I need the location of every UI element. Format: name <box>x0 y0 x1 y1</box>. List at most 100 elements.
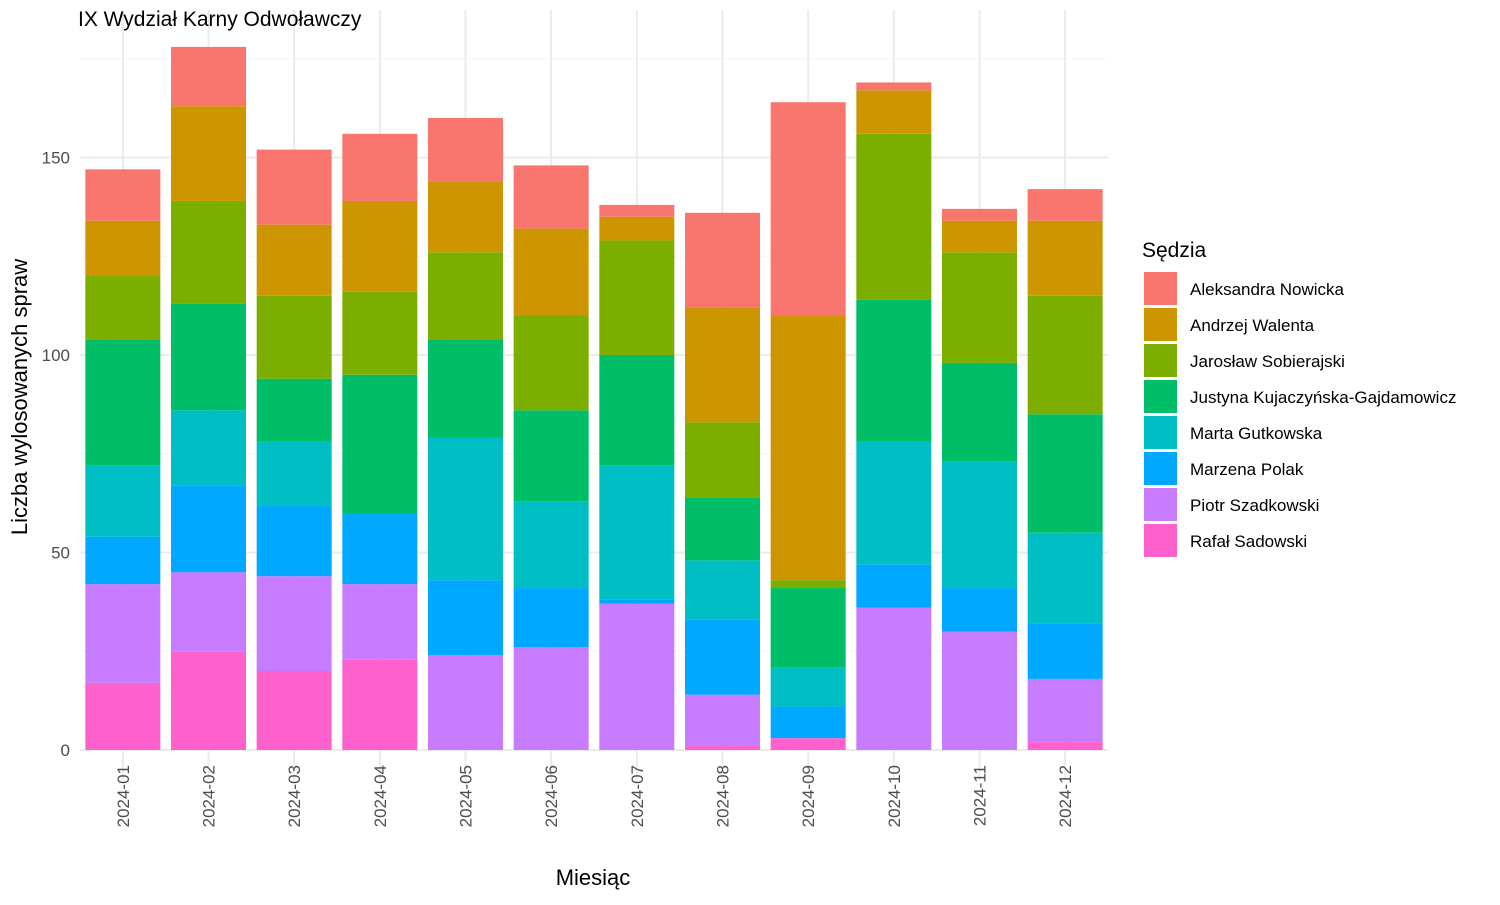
bar-segment <box>856 90 932 134</box>
bar-segment <box>1027 742 1103 750</box>
bar-segment <box>256 441 332 506</box>
x-tick-label: 2024-03 <box>285 765 304 827</box>
legend-swatch <box>1144 524 1177 557</box>
bar-segment <box>685 619 760 695</box>
bar-segment <box>428 339 503 438</box>
bar-segment <box>1027 623 1103 679</box>
bar-segment <box>171 200 246 304</box>
bar-segment <box>1027 414 1103 533</box>
bar-segment <box>85 584 161 683</box>
bar-segment <box>171 485 246 573</box>
x-tick-label: 2024-05 <box>457 765 476 827</box>
bar-segment <box>513 501 589 589</box>
bar-segment <box>513 410 589 502</box>
bar-segment <box>1027 295 1103 415</box>
legend-label: Jarosław Sobierajski <box>1190 352 1345 371</box>
bar-segment <box>428 580 503 656</box>
legend-label: Andrzej Walenta <box>1190 316 1315 335</box>
bar-segment <box>856 133 932 300</box>
bar-segment <box>942 220 1017 253</box>
bar-segment <box>342 584 418 660</box>
bar-segment <box>256 671 332 750</box>
bar-segment <box>171 46 246 107</box>
bar-segment <box>770 588 846 668</box>
bar-segment <box>428 252 503 340</box>
bar-segment <box>770 580 846 589</box>
bar-segment <box>85 682 161 750</box>
bar-segment <box>1027 220 1103 296</box>
bar-segment <box>171 303 246 411</box>
legend-label: Marta Gutkowska <box>1190 424 1323 443</box>
bar-segment <box>342 659 418 750</box>
bar-segment <box>770 667 846 707</box>
bar-segment <box>770 102 846 316</box>
bar-segment <box>171 651 246 750</box>
y-tick-label: 150 <box>42 149 70 168</box>
legend-label: Piotr Szadkowski <box>1190 496 1319 515</box>
axes: 0 50 100 150 2024-01 2024-02 2024-03 2024-04 202… <box>42 149 1076 828</box>
x-tick-label: 2024-12 <box>1056 765 1075 827</box>
legend-label: Justyna Kujaczyńska-Gajdamowicz <box>1190 388 1456 407</box>
legend-label: Rafał Sadowski <box>1190 532 1307 551</box>
bar-segment <box>171 106 246 201</box>
bar-segment <box>342 200 418 292</box>
bar-segment <box>428 655 503 750</box>
bar-segment <box>1027 189 1103 221</box>
bar-segment <box>770 738 846 750</box>
x-axis-title: Miesiąc <box>556 865 631 890</box>
legend-swatch <box>1144 452 1177 485</box>
legend-swatch <box>1144 344 1177 377</box>
y-tick-label: 50 <box>51 544 70 563</box>
bar-segment <box>599 599 675 604</box>
bar-segment <box>256 295 332 379</box>
bar-segment <box>942 461 1017 589</box>
bar-segment <box>342 133 418 201</box>
bar-segment <box>256 505 332 577</box>
x-tick-label: 2024-02 <box>200 765 219 827</box>
bar-segment <box>513 647 589 750</box>
bar-segment <box>685 694 760 747</box>
bar-segment <box>599 216 675 241</box>
bar-segment <box>513 228 589 316</box>
bar-segment <box>942 362 1017 462</box>
bar-segment <box>599 603 675 750</box>
bar-segment <box>856 564 932 608</box>
bar-segment <box>599 465 675 600</box>
chart-title: IX Wydział Karny Odwoławczy <box>78 8 362 31</box>
bar-segment <box>342 513 418 585</box>
bar-segment <box>85 169 161 221</box>
legend-swatch <box>1144 416 1177 449</box>
x-tick-label: 2024-07 <box>628 765 647 827</box>
y-tick-label: 100 <box>42 346 70 365</box>
x-tick-label: 2024-10 <box>885 765 904 827</box>
bar-segment <box>685 307 760 423</box>
bar-segment <box>770 706 846 739</box>
bar-segment <box>428 118 503 182</box>
bar-segment <box>770 315 846 581</box>
bar-segment <box>342 374 418 513</box>
bar-segment <box>85 339 161 466</box>
bar-segment <box>513 315 589 411</box>
bar-segment <box>513 165 589 229</box>
bar-segment <box>599 355 675 466</box>
bar-segment <box>256 149 332 225</box>
bar-segment <box>856 441 932 565</box>
legend-title: Sędzia <box>1142 239 1207 262</box>
bar-segment <box>85 276 161 340</box>
bar-segment <box>685 422 760 498</box>
x-tick-label: 2024-08 <box>714 765 733 827</box>
bar-segment <box>856 82 932 91</box>
x-tick-label: 2024-06 <box>542 765 561 827</box>
bar-segment <box>256 378 332 442</box>
bar-segment <box>685 497 760 561</box>
bar-segment <box>428 437 503 581</box>
legend-swatch <box>1144 488 1177 521</box>
x-tick-label: 2024-04 <box>371 765 390 827</box>
y-axis-title: Liczba wylosowanych spraw <box>7 259 32 535</box>
x-tick-label: 2024-09 <box>799 765 818 827</box>
legend-label: Marzena Polak <box>1190 460 1304 479</box>
bar-segment <box>685 746 760 750</box>
bar-segment <box>599 240 675 355</box>
bar-segment <box>599 204 675 217</box>
